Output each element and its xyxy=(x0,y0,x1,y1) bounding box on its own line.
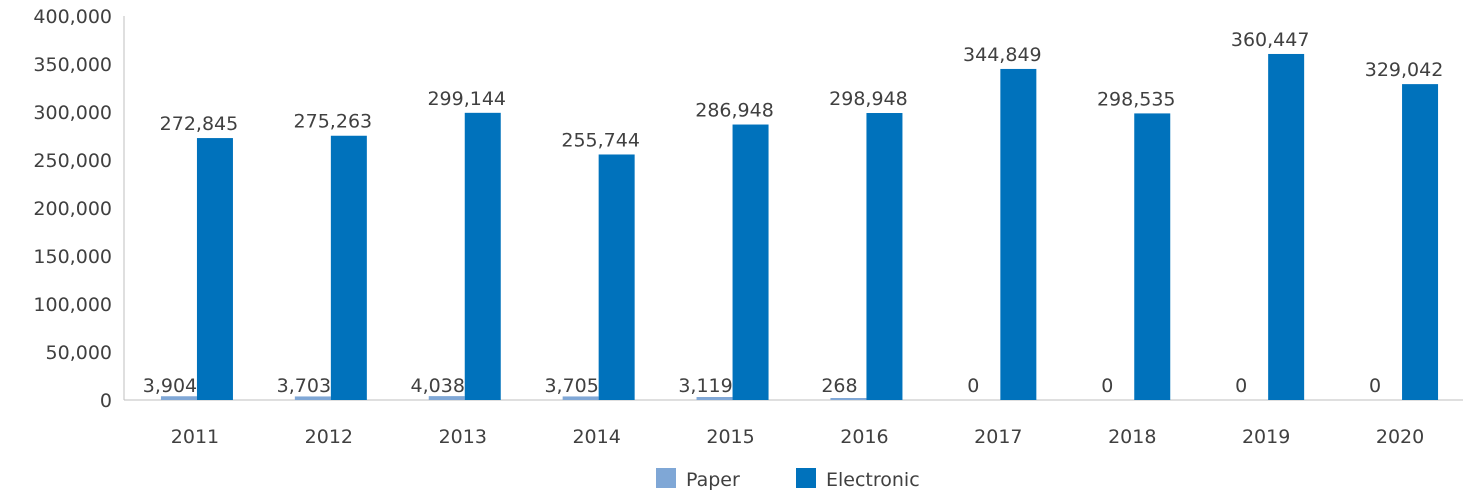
bar-electronic xyxy=(866,113,903,400)
data-label-electronic: 275,263 xyxy=(294,111,373,133)
bar-electronic xyxy=(196,138,233,401)
y-tick-label: 50,000 xyxy=(46,342,112,364)
bar-electronic xyxy=(1268,53,1305,400)
x-tick-label: 2019 xyxy=(1242,426,1290,448)
data-label-electronic: 255,744 xyxy=(561,129,640,151)
bar-electronic xyxy=(1134,113,1171,400)
data-label-electronic: 299,144 xyxy=(427,88,506,110)
bar-electronic xyxy=(464,112,501,400)
x-tick-label: 2014 xyxy=(572,426,620,448)
bar-paper xyxy=(428,396,465,400)
legend: Paper Electronic xyxy=(656,468,920,491)
data-label-electronic: 286,948 xyxy=(695,100,774,122)
bar-electronic xyxy=(330,135,367,401)
bar-electronic xyxy=(1402,84,1439,400)
y-tick-label: 200,000 xyxy=(33,198,112,220)
bar-electronic xyxy=(732,124,769,401)
data-labels-group: 3,904 272,845 3,703 275,263 4,038 299,144 3,70… xyxy=(143,29,1444,397)
y-tick-label: 250,000 xyxy=(33,150,112,172)
x-tick-label: 2015 xyxy=(706,426,754,448)
bar-paper xyxy=(696,397,733,400)
data-label-paper: 0 xyxy=(1101,375,1113,397)
data-label-paper: 4,038 xyxy=(411,375,465,397)
bar-paper xyxy=(562,396,599,400)
x-tick-label: 2018 xyxy=(1108,426,1156,448)
bar-paper xyxy=(294,396,331,400)
legend-swatch-paper xyxy=(656,468,676,488)
data-label-electronic: 298,948 xyxy=(829,88,908,110)
y-axis-ticks: 0 50,000 100,000 150,000 200,000 250,000 300,0… xyxy=(33,6,112,412)
x-tick-label: 2016 xyxy=(840,426,888,448)
bar-paper xyxy=(830,398,867,400)
x-tick-label: 2011 xyxy=(171,426,219,448)
x-tick-label: 2020 xyxy=(1376,426,1424,448)
data-label-paper: 3,904 xyxy=(143,375,197,397)
x-tick-label: 2013 xyxy=(439,426,487,448)
y-tick-label: 100,000 xyxy=(33,294,112,316)
y-tick-label: 150,000 xyxy=(33,246,112,268)
data-label-electronic: 329,042 xyxy=(1365,59,1444,81)
legend-swatch-electronic xyxy=(796,468,816,488)
bar-electronic xyxy=(1000,68,1037,401)
data-label-electronic: 360,447 xyxy=(1231,29,1310,51)
data-label-paper: 0 xyxy=(1369,375,1381,397)
bar-electronic xyxy=(598,154,635,400)
y-tick-label: 0 xyxy=(100,390,112,412)
y-tick-label: 350,000 xyxy=(33,54,112,76)
data-label-paper: 3,119 xyxy=(678,375,732,397)
data-label-paper: 3,705 xyxy=(544,375,598,397)
x-axis-ticks: 2011 2012 2013 2014 2015 2016 2017 2018 2019 2020 xyxy=(171,426,1424,448)
data-label-paper: 0 xyxy=(967,375,979,397)
bars-group xyxy=(160,53,1439,401)
data-label-paper: 268 xyxy=(821,375,857,397)
legend-label-electronic: Electronic xyxy=(826,469,920,491)
data-label-paper: 3,703 xyxy=(277,375,331,397)
x-tick-label: 2012 xyxy=(305,426,353,448)
data-label-paper: 0 xyxy=(1235,375,1247,397)
x-tick-label: 2017 xyxy=(974,426,1022,448)
data-label-electronic: 272,845 xyxy=(160,113,239,135)
y-tick-label: 300,000 xyxy=(33,102,112,124)
y-tick-label: 400,000 xyxy=(33,6,112,28)
bar-paper xyxy=(160,396,197,400)
data-label-electronic: 344,849 xyxy=(963,44,1042,66)
data-label-electronic: 298,535 xyxy=(1097,88,1176,110)
legend-label-paper: Paper xyxy=(686,469,740,491)
